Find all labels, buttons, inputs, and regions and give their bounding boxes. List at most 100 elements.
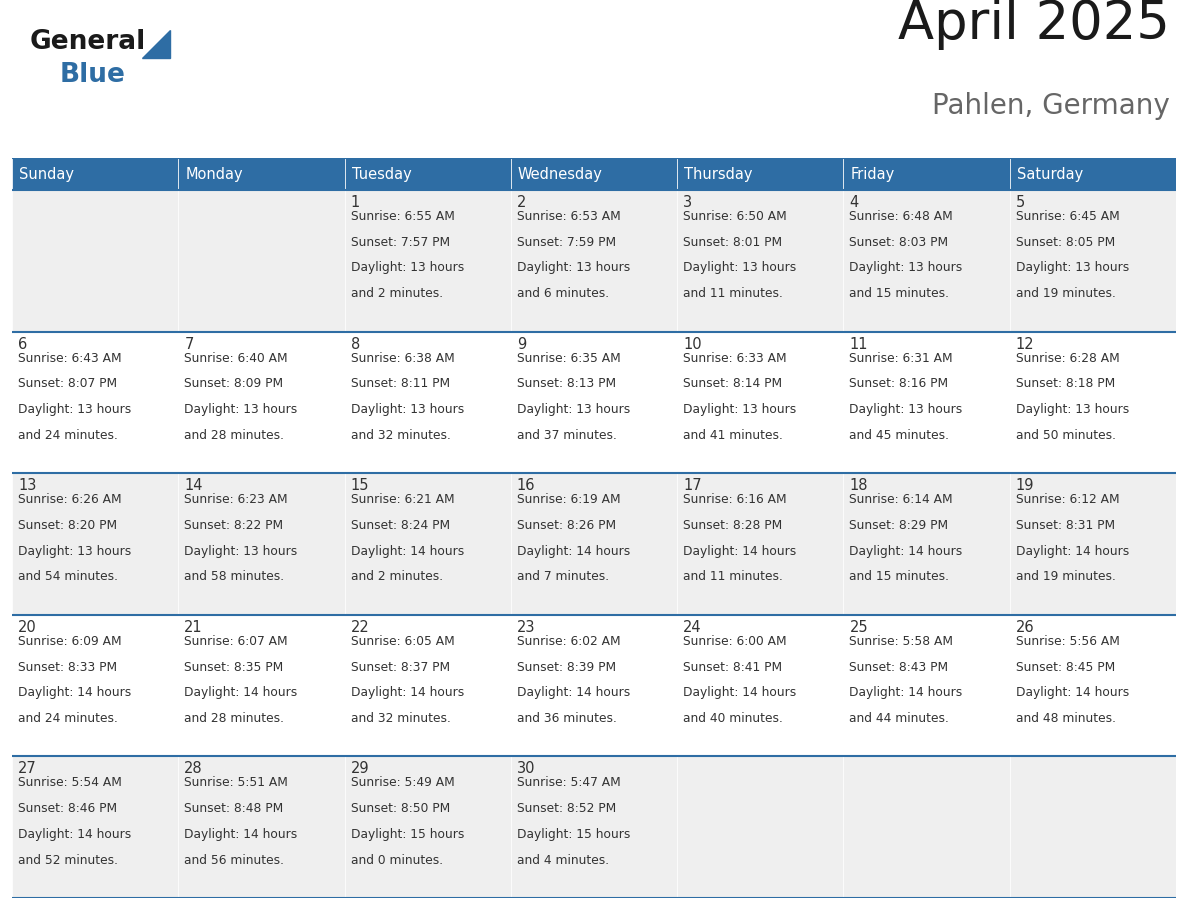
Text: 9: 9 <box>517 337 526 352</box>
Text: Sunrise: 6:55 AM: Sunrise: 6:55 AM <box>350 210 455 223</box>
Bar <box>843 190 1010 331</box>
Bar <box>843 615 1010 756</box>
Text: Daylight: 15 hours: Daylight: 15 hours <box>517 828 630 841</box>
Text: 24: 24 <box>683 620 702 635</box>
Text: Daylight: 14 hours: Daylight: 14 hours <box>18 828 131 841</box>
Text: and 15 minutes.: and 15 minutes. <box>849 287 949 300</box>
Text: Saturday: Saturday <box>1017 166 1083 182</box>
Bar <box>345 190 511 331</box>
Text: Sunrise: 6:35 AM: Sunrise: 6:35 AM <box>517 352 620 364</box>
Bar <box>345 331 511 473</box>
Text: Tuesday: Tuesday <box>352 166 411 182</box>
Text: 23: 23 <box>517 620 536 635</box>
Text: Sunrise: 6:38 AM: Sunrise: 6:38 AM <box>350 352 454 364</box>
Text: 7: 7 <box>184 337 194 352</box>
Text: and 7 minutes.: and 7 minutes. <box>517 570 609 584</box>
Text: Daylight: 13 hours: Daylight: 13 hours <box>517 403 630 416</box>
Text: Sunrise: 6:50 AM: Sunrise: 6:50 AM <box>683 210 786 223</box>
Text: Sunset: 8:03 PM: Sunset: 8:03 PM <box>849 236 948 249</box>
Text: Sunrise: 6:45 AM: Sunrise: 6:45 AM <box>1016 210 1119 223</box>
Text: and 32 minutes.: and 32 minutes. <box>350 429 450 442</box>
Text: 22: 22 <box>350 620 369 635</box>
Text: Sunrise: 6:05 AM: Sunrise: 6:05 AM <box>350 635 454 648</box>
Text: Sunset: 8:43 PM: Sunset: 8:43 PM <box>849 661 948 674</box>
Text: and 44 minutes.: and 44 minutes. <box>849 712 949 725</box>
Text: Sunrise: 5:51 AM: Sunrise: 5:51 AM <box>184 777 289 789</box>
Text: Sunrise: 6:48 AM: Sunrise: 6:48 AM <box>849 210 953 223</box>
Text: Sunset: 8:33 PM: Sunset: 8:33 PM <box>18 661 118 674</box>
Text: Sunset: 8:11 PM: Sunset: 8:11 PM <box>350 377 450 390</box>
Text: Sunset: 8:13 PM: Sunset: 8:13 PM <box>517 377 617 390</box>
Text: Sunrise: 6:07 AM: Sunrise: 6:07 AM <box>184 635 287 648</box>
Text: Sunrise: 6:26 AM: Sunrise: 6:26 AM <box>18 493 121 506</box>
Text: and 19 minutes.: and 19 minutes. <box>1016 570 1116 584</box>
Bar <box>12 615 178 756</box>
Text: General: General <box>30 29 146 55</box>
Text: Sunrise: 6:43 AM: Sunrise: 6:43 AM <box>18 352 121 364</box>
Text: and 2 minutes.: and 2 minutes. <box>350 570 443 584</box>
Text: Sunset: 8:20 PM: Sunset: 8:20 PM <box>18 519 118 532</box>
Text: 21: 21 <box>184 620 203 635</box>
Bar <box>1010 158 1176 190</box>
Text: and 15 minutes.: and 15 minutes. <box>849 570 949 584</box>
Bar <box>843 473 1010 615</box>
Text: 14: 14 <box>184 478 203 493</box>
Text: Sunset: 8:31 PM: Sunset: 8:31 PM <box>1016 519 1114 532</box>
Text: Sunrise: 6:16 AM: Sunrise: 6:16 AM <box>683 493 786 506</box>
Bar <box>178 190 345 331</box>
Text: Daylight: 14 hours: Daylight: 14 hours <box>517 687 630 700</box>
Text: and 0 minutes.: and 0 minutes. <box>350 854 443 867</box>
Text: Sunrise: 6:12 AM: Sunrise: 6:12 AM <box>1016 493 1119 506</box>
Text: Sunrise: 6:09 AM: Sunrise: 6:09 AM <box>18 635 121 648</box>
Text: Sunset: 8:26 PM: Sunset: 8:26 PM <box>517 519 617 532</box>
Text: Sunset: 8:35 PM: Sunset: 8:35 PM <box>184 661 284 674</box>
Text: 28: 28 <box>184 761 203 777</box>
Text: Sunrise: 6:21 AM: Sunrise: 6:21 AM <box>350 493 454 506</box>
Bar <box>345 158 511 190</box>
Bar <box>511 158 677 190</box>
Text: Daylight: 13 hours: Daylight: 13 hours <box>350 262 463 274</box>
Text: Sunrise: 6:00 AM: Sunrise: 6:00 AM <box>683 635 786 648</box>
Text: Daylight: 15 hours: Daylight: 15 hours <box>350 828 465 841</box>
Text: Sunset: 8:07 PM: Sunset: 8:07 PM <box>18 377 118 390</box>
Text: and 37 minutes.: and 37 minutes. <box>517 429 617 442</box>
Text: and 58 minutes.: and 58 minutes. <box>184 570 284 584</box>
Text: 10: 10 <box>683 337 702 352</box>
Text: Sunrise: 5:54 AM: Sunrise: 5:54 AM <box>18 777 122 789</box>
Text: Blue: Blue <box>61 62 126 88</box>
Text: and 24 minutes.: and 24 minutes. <box>18 429 118 442</box>
Text: and 2 minutes.: and 2 minutes. <box>350 287 443 300</box>
Text: and 32 minutes.: and 32 minutes. <box>350 712 450 725</box>
Bar <box>345 473 511 615</box>
Text: 17: 17 <box>683 478 702 493</box>
Text: Daylight: 14 hours: Daylight: 14 hours <box>1016 544 1129 558</box>
Text: Sunset: 8:16 PM: Sunset: 8:16 PM <box>849 377 948 390</box>
Bar <box>677 158 843 190</box>
Text: Sunset: 8:48 PM: Sunset: 8:48 PM <box>184 802 284 815</box>
Text: Daylight: 13 hours: Daylight: 13 hours <box>849 262 962 274</box>
Text: Daylight: 14 hours: Daylight: 14 hours <box>350 687 463 700</box>
Text: Sunrise: 5:58 AM: Sunrise: 5:58 AM <box>849 635 954 648</box>
Bar <box>677 331 843 473</box>
Text: Sunset: 7:57 PM: Sunset: 7:57 PM <box>350 236 450 249</box>
Text: Daylight: 14 hours: Daylight: 14 hours <box>350 544 463 558</box>
Text: 12: 12 <box>1016 337 1035 352</box>
Text: Daylight: 13 hours: Daylight: 13 hours <box>350 403 463 416</box>
Polygon shape <box>143 30 170 58</box>
Text: and 52 minutes.: and 52 minutes. <box>18 854 118 867</box>
Text: Daylight: 13 hours: Daylight: 13 hours <box>184 544 297 558</box>
Text: and 24 minutes.: and 24 minutes. <box>18 712 118 725</box>
Text: Sunrise: 6:53 AM: Sunrise: 6:53 AM <box>517 210 620 223</box>
Bar <box>178 331 345 473</box>
Text: and 41 minutes.: and 41 minutes. <box>683 429 783 442</box>
Text: 2: 2 <box>517 195 526 210</box>
Text: Sunset: 8:05 PM: Sunset: 8:05 PM <box>1016 236 1116 249</box>
Text: and 45 minutes.: and 45 minutes. <box>849 429 949 442</box>
Text: Sunset: 8:50 PM: Sunset: 8:50 PM <box>350 802 450 815</box>
Text: 29: 29 <box>350 761 369 777</box>
Text: Daylight: 14 hours: Daylight: 14 hours <box>184 687 297 700</box>
Text: Sunrise: 6:02 AM: Sunrise: 6:02 AM <box>517 635 620 648</box>
Text: 25: 25 <box>849 620 868 635</box>
Text: Sunset: 8:22 PM: Sunset: 8:22 PM <box>184 519 284 532</box>
Text: and 56 minutes.: and 56 minutes. <box>184 854 284 867</box>
